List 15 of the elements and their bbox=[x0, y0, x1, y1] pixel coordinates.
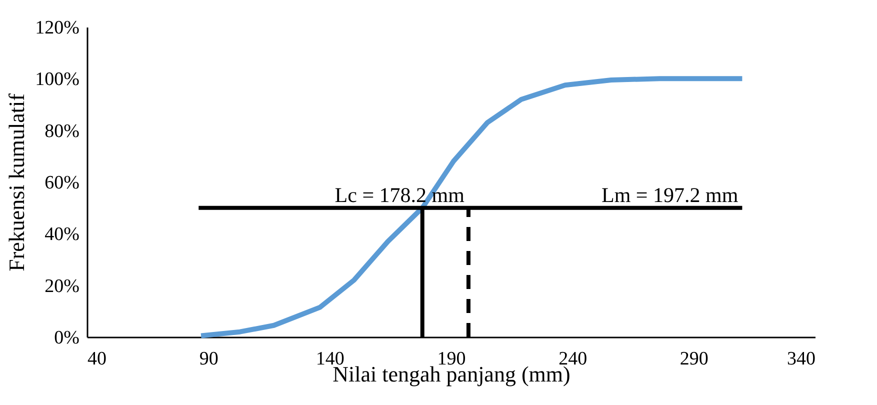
y-tick-label: 100% bbox=[35, 69, 80, 90]
annotation: Lm = 197.2 mm bbox=[602, 182, 738, 207]
y-tick-label: 120% bbox=[35, 18, 80, 38]
x-tick-label: 190 bbox=[437, 348, 466, 370]
y-axis-title: Frekuensi kumulatif bbox=[4, 92, 30, 272]
y-tick-label: 0% bbox=[54, 328, 80, 348]
y-tick-label: 40% bbox=[44, 224, 80, 246]
x-tick-label: 90 bbox=[199, 348, 218, 370]
x-tick-label: 290 bbox=[680, 348, 708, 370]
y-tick-label: 60% bbox=[44, 172, 80, 194]
y-tick-label: 20% bbox=[44, 276, 80, 297]
x-tick-label: 40 bbox=[88, 348, 106, 370]
y-tick-label: 80% bbox=[44, 120, 80, 142]
annotation: Lc = 178.2 mm bbox=[334, 182, 464, 207]
x-tick-label: 340 bbox=[787, 348, 816, 370]
